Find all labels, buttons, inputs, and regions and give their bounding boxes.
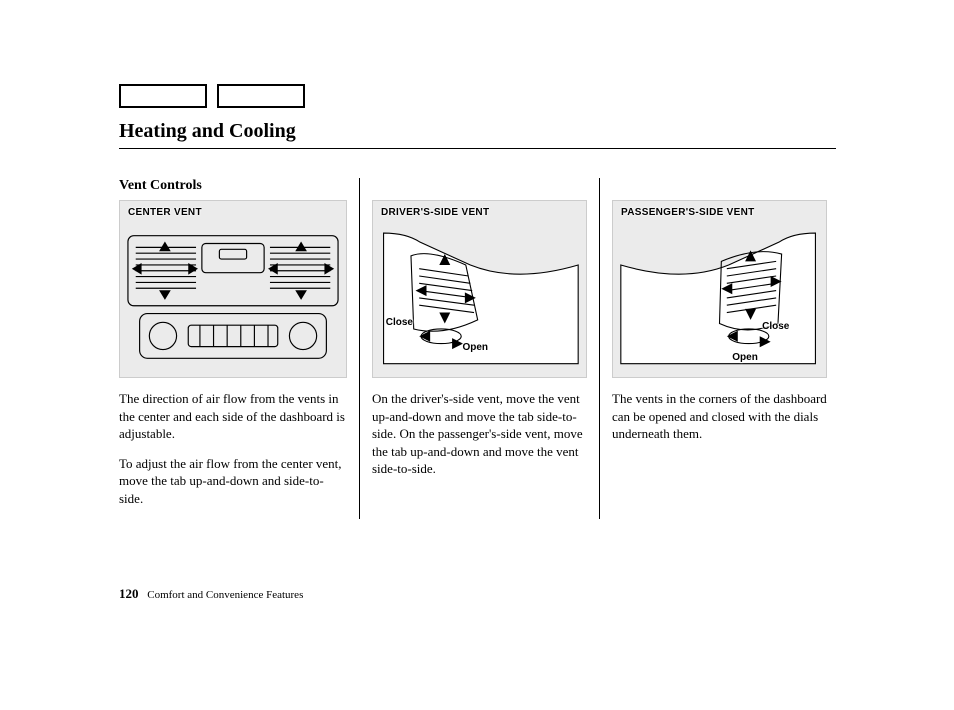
page-footer: 120 Comfort and Convenience Features	[119, 586, 303, 602]
paragraph: On the driver's-side vent, move the vent…	[372, 390, 587, 478]
body-text: The vents in the corners of the dashboar…	[612, 390, 827, 443]
manual-page: Heating and Cooling Vent Controls CENTER…	[0, 0, 954, 710]
figure-passenger-vent: PASSENGER'S-SIDE VENT	[612, 200, 827, 378]
paragraph: To adjust the air flow from the center v…	[119, 455, 347, 508]
callout-close: Close	[386, 317, 413, 328]
paragraph: The direction of air flow from the vents…	[119, 390, 347, 443]
header-tab-box	[217, 84, 305, 108]
column-1: Vent Controls CENTER VENT	[119, 178, 359, 519]
figure-label: DRIVER'S-SIDE VENT	[381, 207, 489, 218]
title-rule	[119, 148, 836, 149]
header-tab-box	[119, 84, 207, 108]
figure-drivers-vent: DRIVER'S-SIDE VENT	[372, 200, 587, 378]
section-heading-spacer	[372, 178, 587, 194]
page-title: Heating and Cooling	[119, 120, 296, 143]
callout-open: Open	[462, 342, 488, 353]
footer-section-name: Comfort and Convenience Features	[147, 589, 303, 601]
section-heading: Vent Controls	[119, 178, 347, 194]
callout-close: Close	[762, 321, 789, 332]
figure-art	[126, 223, 340, 371]
figure-label: PASSENGER'S-SIDE VENT	[621, 207, 755, 218]
section-heading-spacer	[612, 178, 827, 194]
figure-art	[619, 223, 820, 371]
page-number: 120	[119, 586, 139, 601]
body-text: On the driver's-side vent, move the vent…	[372, 390, 587, 478]
callout-open: Open	[732, 352, 758, 363]
columns: Vent Controls CENTER VENT	[119, 178, 839, 519]
figure-label: CENTER VENT	[128, 207, 202, 218]
body-text: The direction of air flow from the vents…	[119, 390, 347, 507]
figure-center-vent: CENTER VENT	[119, 200, 347, 378]
column-2: DRIVER'S-SIDE VENT	[359, 178, 599, 519]
paragraph: The vents in the corners of the dashboar…	[612, 390, 827, 443]
header-tab-boxes	[119, 84, 305, 108]
column-3: PASSENGER'S-SIDE VENT	[599, 178, 839, 519]
